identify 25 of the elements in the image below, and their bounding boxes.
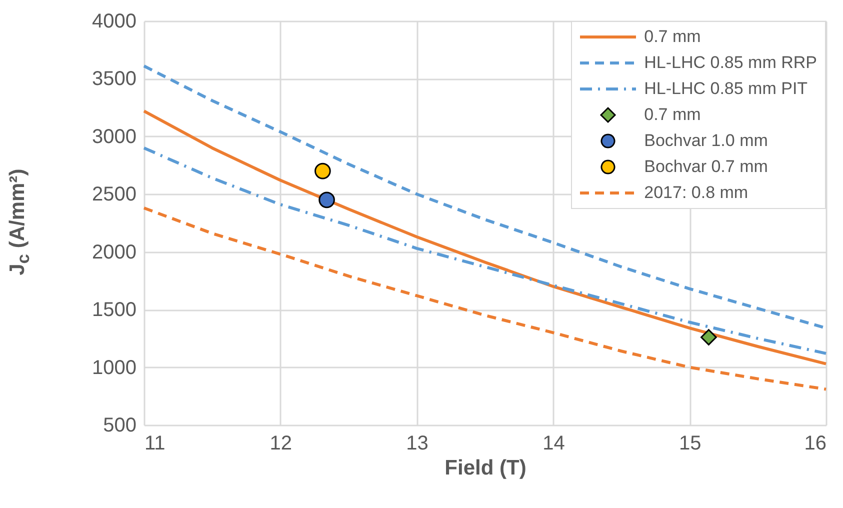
x-tick-label: 11 — [144, 432, 166, 454]
y-tick-label: 3500 — [92, 68, 136, 90]
x-tick-label: 15 — [678, 432, 702, 454]
y-tick-label: 1000 — [92, 356, 136, 379]
x-tick-label: 16 — [804, 432, 826, 454]
legend-label: HL-LHC 0.85 mm RRP — [644, 53, 817, 73]
y-tick-label: 4000 — [92, 10, 136, 32]
legend-label: 0.7 mm — [644, 105, 701, 125]
y-tick-label: 500 — [103, 414, 136, 436]
x-axis-title: Field (T) — [444, 456, 526, 480]
legend-label: 0.7 mm — [644, 27, 701, 47]
line-series — [142, 206, 828, 391]
line-series — [142, 110, 828, 366]
legend-label: Bochvar 0.7 mm — [644, 157, 768, 177]
y-tick-label: 1500 — [92, 299, 136, 322]
legend-label: 2017: 0.8 mm — [644, 183, 748, 203]
y-tick-label: 3000 — [92, 126, 136, 148]
y-tick-label: 2500 — [92, 184, 136, 206]
y-tick-label: 2000 — [92, 241, 136, 264]
legend-label: HL-LHC 0.85 mm PIT — [644, 79, 808, 99]
x-tick-label: 12 — [270, 432, 292, 454]
legend-label: Bochvar 1.0 mm — [644, 131, 768, 151]
line-series — [142, 146, 828, 355]
x-tick-label: 14 — [542, 432, 565, 454]
x-tick-label: 13 — [406, 432, 428, 454]
